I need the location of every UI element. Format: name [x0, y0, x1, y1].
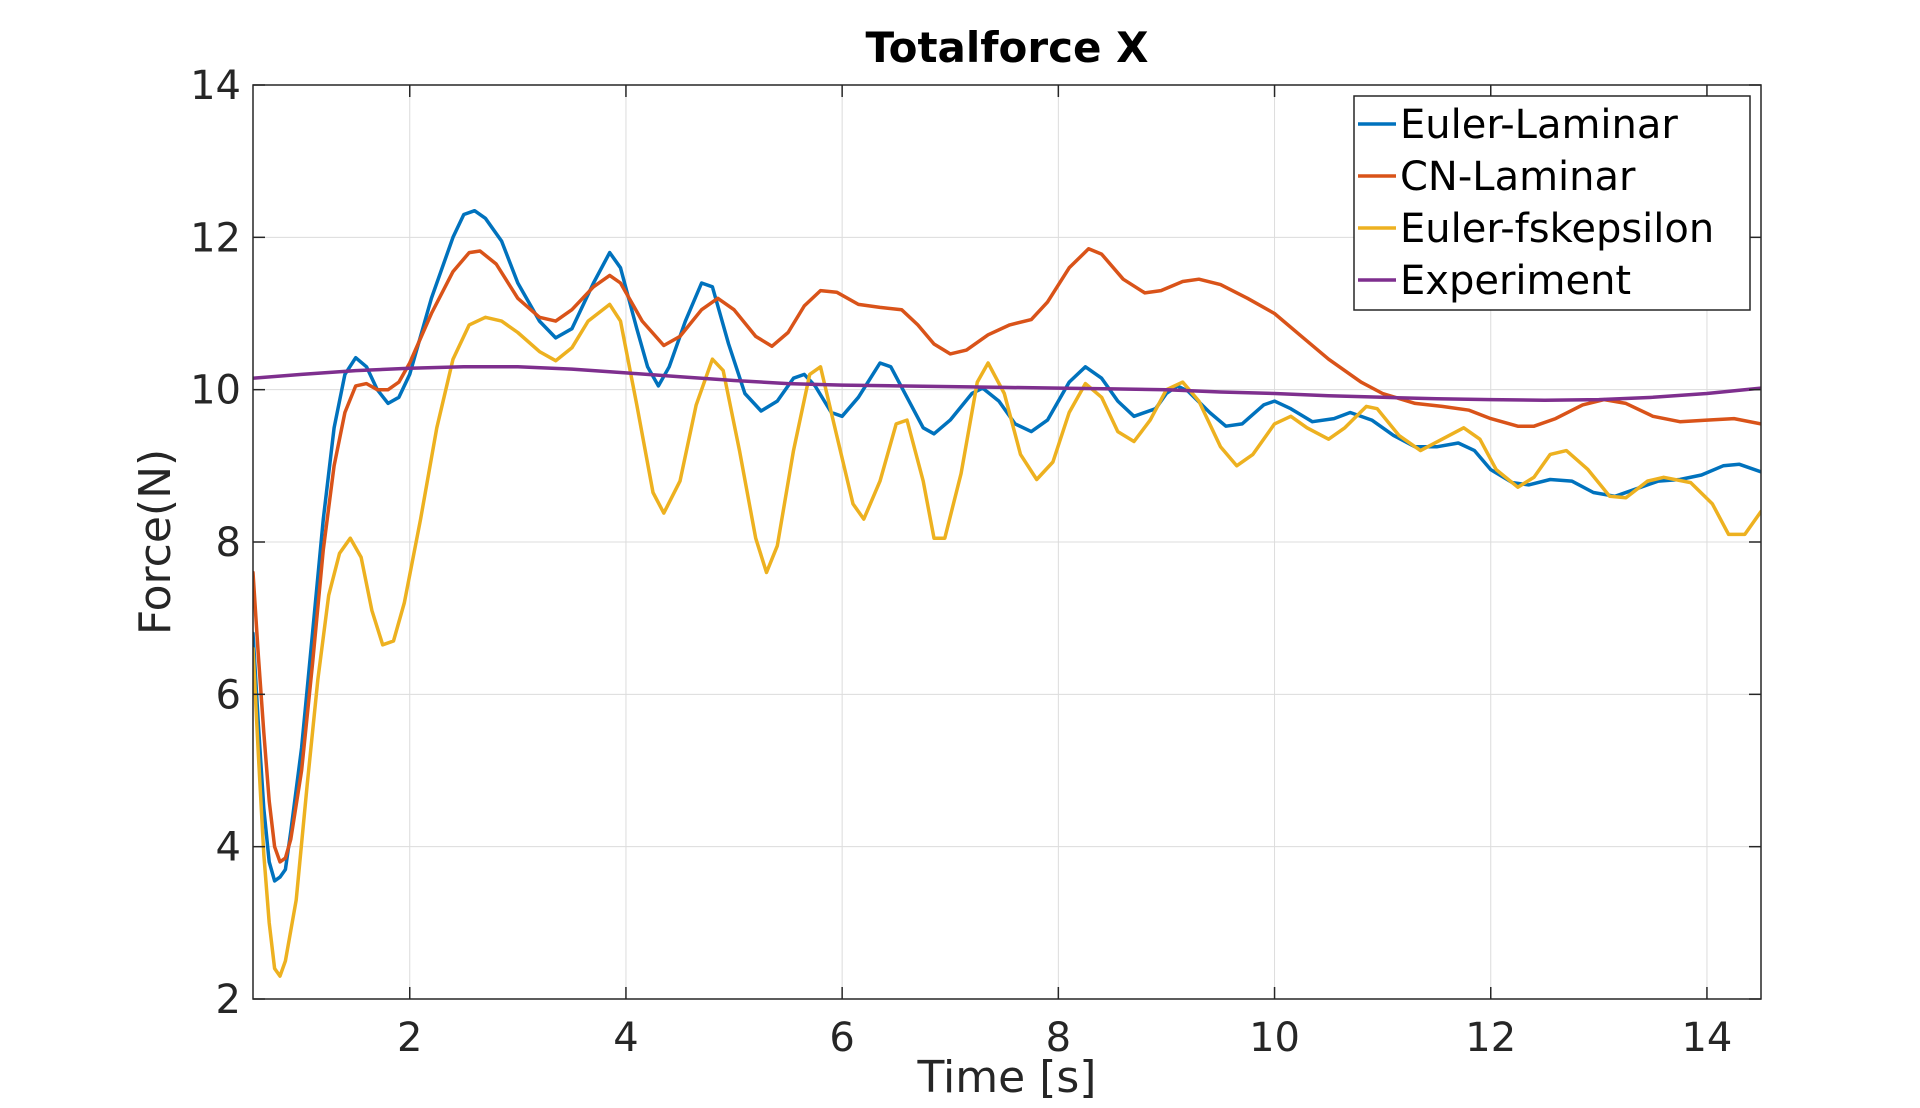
legend-entry-label: Experiment [1400, 258, 1631, 304]
y-tick-label: 12 [190, 215, 241, 261]
y-axis-label: Force(N) [130, 449, 181, 635]
y-tick-label: 14 [190, 63, 241, 109]
x-tick-label: 4 [613, 1015, 638, 1061]
legend-entry-label: Euler-Laminar [1400, 102, 1678, 148]
legend-entry-label: Euler-fskepsilon [1400, 206, 1714, 252]
legend-box [1353, 95, 1751, 311]
y-tick-label: 8 [216, 520, 241, 566]
x-tick-label: 12 [1465, 1015, 1516, 1061]
series-layer [253, 208, 1761, 978]
legend-entry-label: CN-Laminar [1400, 154, 1636, 200]
axis-ticks: 2 4 6 8 10 12 14 2 4 6 8 10 12 14 [190, 63, 1761, 1061]
x-tick-label: 14 [1681, 1015, 1732, 1061]
y-tick-label: 10 [190, 368, 241, 414]
chart-title: Totalforce X [866, 23, 1149, 72]
y-tick-label: 2 [216, 977, 241, 1023]
series-line-euler-fskepsilon [253, 302, 1761, 978]
x-tick-label: 6 [829, 1015, 854, 1061]
x-tick-label: 2 [397, 1015, 422, 1061]
x-axis-label: Time [s] [917, 1052, 1097, 1103]
x-tick-label: 10 [1249, 1015, 1300, 1061]
x-tick-label: 8 [1046, 1015, 1071, 1061]
series-line-experiment [253, 365, 1761, 403]
y-tick-label: 4 [216, 825, 241, 871]
series-line-cn-laminar [253, 247, 1761, 864]
y-tick-label: 6 [216, 672, 241, 718]
legend: Euler-Laminar CN-Laminar Euler-fskepsilon E… [1353, 95, 1751, 311]
